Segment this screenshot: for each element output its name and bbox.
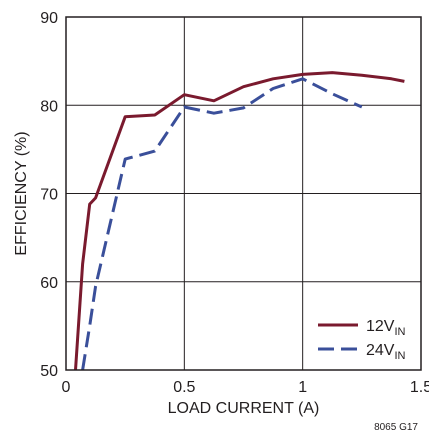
plot-frame	[65, 16, 422, 371]
legend-series-subscript: IN	[394, 326, 405, 338]
legend-series-name: 24V	[366, 342, 395, 359]
y-tick-label: 50	[40, 363, 58, 380]
series-lines	[74, 71, 405, 371]
legend-label-24vin: 24VIN	[366, 342, 406, 362]
axis-ticks: 0 0.5 1 1.5 50 60 70 80 90	[40, 10, 429, 396]
y-axis-label: EFFICIENCY (%)	[13, 131, 30, 255]
y-tick-label: 80	[40, 98, 58, 115]
figure-code: 8065 G17	[374, 422, 418, 433]
y-tick-label: 60	[40, 275, 58, 292]
legend-label-12vin: 12VIN	[366, 318, 406, 338]
legend-series-subscript: IN	[394, 350, 405, 362]
series-line-12vin	[74, 71, 405, 371]
x-tick-label: 0.5	[173, 379, 195, 396]
legend-background	[312, 310, 418, 366]
x-axis-label: LOAD CURRENT (A)	[168, 400, 320, 417]
legend: 12VIN 24VIN	[312, 310, 418, 366]
y-tick-label: 70	[40, 187, 58, 204]
series-line-24vin	[81, 77, 363, 371]
x-tick-label: 0	[62, 379, 71, 396]
legend-series-name: 12V	[366, 318, 395, 335]
y-tick-label: 90	[40, 10, 58, 27]
x-tick-label: 1	[298, 379, 307, 396]
x-tick-label: 1.5	[410, 379, 429, 396]
